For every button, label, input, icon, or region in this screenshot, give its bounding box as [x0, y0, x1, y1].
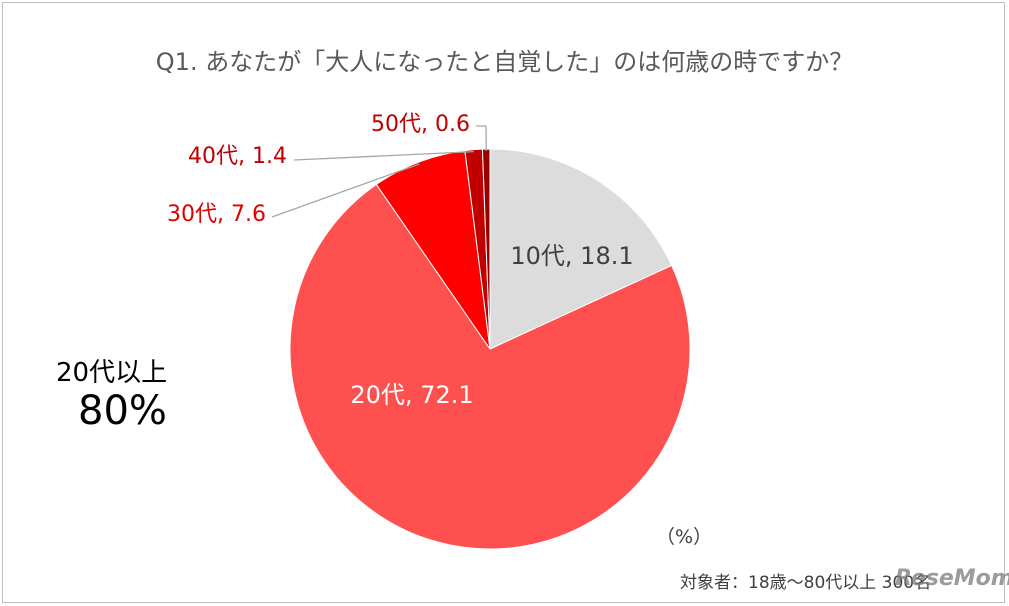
summary-label: 20代以上: [56, 358, 168, 388]
leader-line-30代: [271, 163, 420, 218]
data-label-40代: 40代, 1.4: [188, 144, 287, 169]
data-label-10代: 10代, 18.1: [510, 242, 633, 270]
summary-value: 80%: [78, 388, 167, 434]
pie-slice-30代: [375, 150, 491, 350]
pie-slice-10代: [489, 148, 673, 350]
chart-title: Q1. あなたが「大人になったと自覚した」のは何歳の時ですか？: [155, 48, 854, 76]
unit-label: （%）: [656, 526, 713, 548]
data-label-20代: 20代, 72.1: [350, 381, 473, 409]
data-label-50代: 50代, 0.6: [371, 112, 470, 137]
pie-slice-20代: [289, 183, 691, 550]
resemom-logo: ReseMom: [895, 566, 1009, 591]
leader-line-40代: [293, 151, 474, 161]
footnote: 対象者：18歳～80代以上 300名: [680, 573, 932, 593]
data-label-30代: 30代, 7.6: [167, 202, 266, 227]
leader-line-50代: [476, 125, 487, 152]
